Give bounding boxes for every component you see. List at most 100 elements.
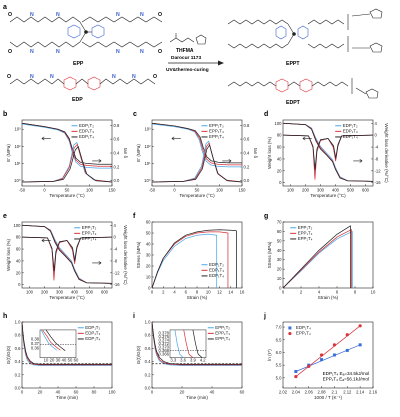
x-tick-label: 50 xyxy=(65,188,70,193)
panel-b-storage-modulus-edp: b -50 0 50 100 150 10⁰ 10¹ 10² 10³ 0.0 0.2 0.4 0.6 0.8… xyxy=(3,111,128,198)
y-tick-label: 0.8 xyxy=(15,333,21,338)
y-axis-label: Stress (MPa) xyxy=(136,241,141,268)
series-line xyxy=(282,231,353,289)
y-tick-label: 70 xyxy=(277,220,282,225)
legend-marker xyxy=(288,326,292,330)
legend-entry: EPP₁T₄ xyxy=(215,336,230,341)
epp-o-atom-2: O xyxy=(8,49,12,55)
y-tick-label: 30 xyxy=(146,253,151,258)
data-point-circle xyxy=(319,353,324,357)
x-axis-label: Time (min) xyxy=(56,395,78,400)
series-line xyxy=(21,123,112,169)
x-tick-label: 500 xyxy=(347,188,355,193)
y-tick-label: 10¹ xyxy=(144,161,151,166)
y2-tick-label: -4 xyxy=(114,247,118,252)
y2-tick-label: -16 xyxy=(114,282,121,287)
panel-h-stress-relaxation-edp: h 0 20 40 60 80 100 0.0 0.2 0.4 0.6 0.8 1.0 Time (min… xyxy=(3,313,116,400)
x-tick-label: 2.02 xyxy=(279,390,288,395)
x-tick-label: 150 xyxy=(109,188,117,193)
inset-series-line xyxy=(40,329,58,351)
x-tick-label: 2.16 xyxy=(369,390,378,395)
plot-frame xyxy=(21,321,113,389)
inset-x-tick-label: 3.3 xyxy=(170,357,176,362)
series-line xyxy=(151,122,242,166)
legend-entry: EPP₁T₂ xyxy=(209,123,224,128)
y-tick-label: 1.0 xyxy=(15,320,21,325)
x-tick-label: 0 xyxy=(151,290,154,295)
y-tick-label: 40 xyxy=(16,258,21,263)
plot-frame xyxy=(21,119,113,187)
x-tick-label: 2 xyxy=(162,290,165,295)
series-line xyxy=(21,146,113,183)
legend-entry: EDP₁T₂ xyxy=(343,123,358,128)
panel-c-storage-modulus-epp: c -50 0 50 100 150 10⁰ 10¹ 10² 10³ 0.0 0.2 0.4 0.6 0.8… xyxy=(133,111,258,198)
y2-tick-label: 0.8 xyxy=(114,123,120,128)
y-tick-label: 60 xyxy=(277,229,282,234)
x-tick-label: 2.14 xyxy=(356,390,365,395)
axis-arrow-right xyxy=(222,159,232,163)
inset-x-tick-label: 60 xyxy=(74,357,79,362)
y-axis-label: ln (τ*) xyxy=(267,349,272,361)
x-tick-label: 400 xyxy=(332,188,340,193)
inset-series-line xyxy=(183,329,194,358)
y-tick-label: 0.2 xyxy=(145,372,151,377)
epp-o-atom-3: O xyxy=(158,12,162,18)
epp-n-atom-1: N xyxy=(30,12,34,18)
x-tick-label: 100 xyxy=(109,390,117,395)
series-line xyxy=(282,225,351,289)
inset-x-tick-label: 4.2 xyxy=(200,357,206,362)
series-line xyxy=(151,229,237,289)
y2-tick-label: 0.0 xyxy=(244,178,250,183)
x-axis-label: Temperature (°C) xyxy=(49,193,85,198)
legend-entry: EDP₁T₄ xyxy=(296,325,311,330)
panel-f-stress-strain-edp: f 0 2 4 6 8 10 12 14 16 0 10 20 30 40 50 60 Strain (%) Str… xyxy=(133,213,245,300)
y-tick-label: 0 xyxy=(148,286,151,291)
y-tick-label: 6.0 xyxy=(276,350,282,355)
y2-tick-label: 0 xyxy=(375,133,378,138)
inset-series-line xyxy=(174,329,184,358)
y2-tick-label: 0.8 xyxy=(244,123,250,128)
y-tick-label: 0.0 xyxy=(15,386,21,391)
y-tick-label: 0.4 xyxy=(145,359,151,364)
reaction-arrow xyxy=(168,60,224,66)
legend-entry: EDP₁T₃ xyxy=(79,129,94,134)
x-tick-label: 400 xyxy=(71,290,79,295)
panel-label-e: e xyxy=(3,213,7,220)
annotation-text: EPP₁T₄ Eₐ=56.1kJ/mol xyxy=(323,376,369,381)
y-tick-label: 0.8 xyxy=(145,333,151,338)
epp-n-atom-7: N xyxy=(116,49,120,55)
x-tick-label: 2.08 xyxy=(317,390,326,395)
inset-y-tick-label: 0.38 xyxy=(31,336,40,341)
inset-y-tick-label: 0.370 xyxy=(159,345,170,350)
inset-x-tick-label: 10 xyxy=(44,357,49,362)
y-tick-label: 100 xyxy=(275,121,283,126)
legend-entry: EPP₁T₃ xyxy=(209,129,224,134)
series-line xyxy=(282,134,374,170)
y2-tick-label: 0.2 xyxy=(114,164,120,169)
x-tick-label: 12 xyxy=(217,290,222,295)
x-tick-label: 40 xyxy=(210,390,215,395)
x-tick-label: 2.06 xyxy=(305,390,314,395)
x-tick-label: 200 xyxy=(41,290,49,295)
series-line xyxy=(21,142,113,183)
panel-i-stress-relaxation-epp: i 0 20 40 60 0.0 0.2 0.4 0.6 0.8 1.0 Time (min) G(t)… xyxy=(133,313,245,400)
plot-frame xyxy=(151,321,243,389)
edp-n-atom-1: N xyxy=(30,74,34,80)
legend-entry: EPP₁T₄ xyxy=(209,134,224,139)
epp-n-atom-2: N xyxy=(56,12,60,18)
legend-entry: EDP₁T₄ xyxy=(209,273,224,278)
x-axis-label: Temperature (°C) xyxy=(49,295,85,300)
edp-structure xyxy=(9,76,156,91)
data-point-square xyxy=(358,343,362,347)
y-tick-label: 60 xyxy=(146,220,151,225)
axis-arrow-left xyxy=(302,136,312,141)
y2-tick-label: -12 xyxy=(114,270,121,275)
epp-o-atom-4: O xyxy=(158,49,162,55)
y-tick-label: 60 xyxy=(277,145,282,150)
x-axis-label: Strain (%) xyxy=(187,295,208,300)
inset-x-tick-label: 40 xyxy=(62,357,67,362)
epp-n-atom-5: N xyxy=(30,49,34,55)
edp-o-atom-1: O xyxy=(7,74,11,80)
axis-arrow-left xyxy=(41,238,51,243)
